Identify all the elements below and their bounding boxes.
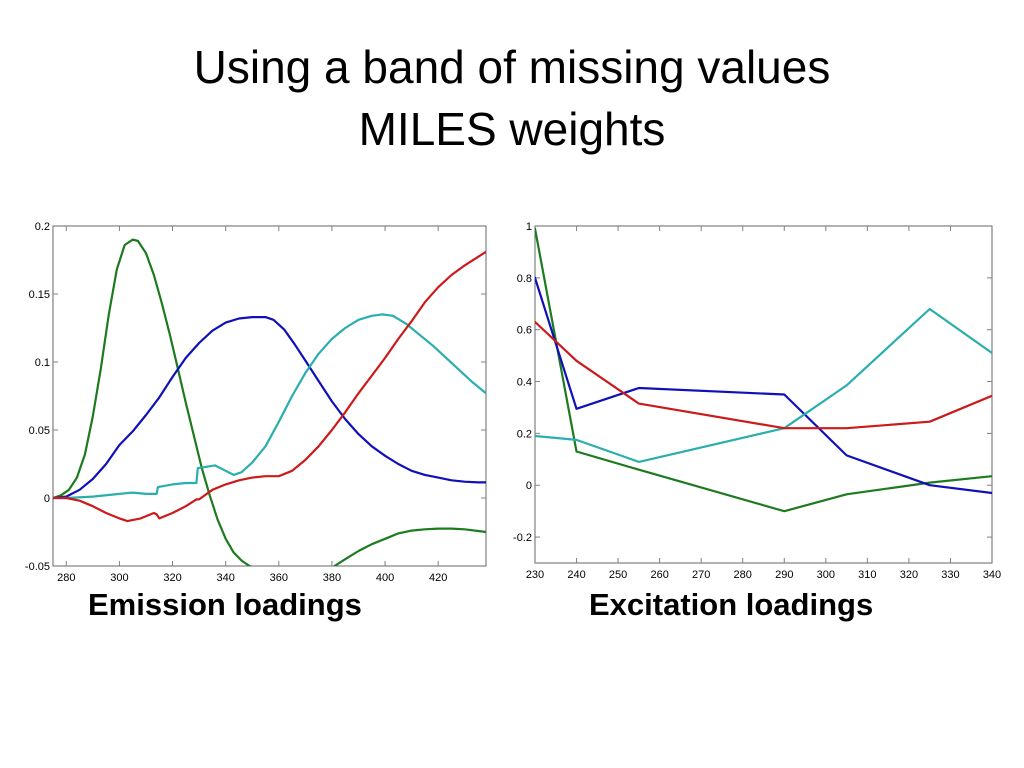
y-tick-label: 0.8 xyxy=(517,273,532,285)
x-tick-label: 400 xyxy=(376,572,394,584)
series-line-component-red xyxy=(53,250,486,523)
x-tick-label: 260 xyxy=(650,569,668,581)
x-tick-label: 360 xyxy=(270,572,288,584)
excitation-loadings-caption: Excitation loadings xyxy=(589,587,874,622)
slide-title-line-1: Using a band of missing values xyxy=(193,41,831,93)
emission-loadings-caption: Emission loadings xyxy=(88,587,362,622)
y-tick-label: 0.2 xyxy=(517,428,532,440)
series-line-component-green xyxy=(53,238,252,566)
y-tick-label: 0 xyxy=(44,493,50,505)
x-tick-label: 290 xyxy=(775,569,793,581)
y-tick-label: 1 xyxy=(526,221,532,233)
y-tick-label: 0.2 xyxy=(35,221,50,233)
x-tick-label: 330 xyxy=(941,569,959,581)
x-tick-label: 310 xyxy=(858,569,876,581)
x-tick-label: 420 xyxy=(429,572,447,584)
x-tick-label: 320 xyxy=(900,569,918,581)
x-tick-label: 300 xyxy=(110,572,128,584)
series-line-component-red xyxy=(535,320,992,430)
x-tick-label: 230 xyxy=(526,569,544,581)
y-tick-label: 0 xyxy=(526,480,532,492)
series-line-component-blue xyxy=(535,276,992,495)
x-tick-label: 280 xyxy=(734,569,752,581)
y-tick-label: -0.2 xyxy=(513,532,532,544)
x-tick-label: 340 xyxy=(983,569,1001,581)
series-line-component-green xyxy=(535,227,992,513)
y-tick-label: 0.05 xyxy=(29,425,50,437)
x-tick-label: 240 xyxy=(567,569,585,581)
y-tick-label: -0.05 xyxy=(25,561,50,573)
x-tick-label: 250 xyxy=(609,569,627,581)
series-line-component-cyan xyxy=(535,307,992,463)
series-line-component-blue xyxy=(53,316,486,500)
y-tick-label: 0.1 xyxy=(35,357,50,369)
x-tick-label: 380 xyxy=(323,572,341,584)
y-tick-label: 0.4 xyxy=(517,377,532,389)
x-tick-label: 320 xyxy=(163,572,181,584)
axes-frame xyxy=(534,225,993,564)
y-tick-label: 0.6 xyxy=(517,325,532,337)
x-tick-label: 300 xyxy=(817,569,835,581)
x-tick-label: 280 xyxy=(57,572,75,584)
axes-frame xyxy=(52,225,487,567)
y-tick-label: 0.15 xyxy=(29,289,50,301)
series-line-component-green xyxy=(333,527,486,566)
x-tick-label: 270 xyxy=(692,569,710,581)
x-tick-label: 340 xyxy=(216,572,234,584)
slide-title-line-2: MILES weights xyxy=(358,103,666,155)
